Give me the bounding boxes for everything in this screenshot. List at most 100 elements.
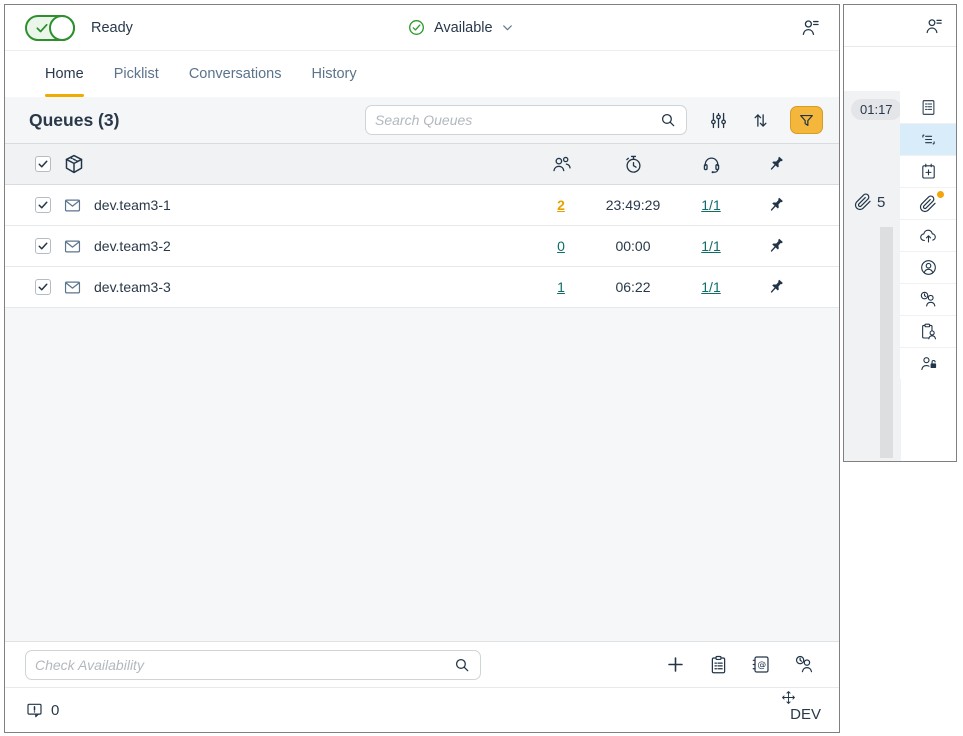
serving-agents-icon [679,154,743,175]
topbar: Ready Available [5,5,839,51]
tab-conversations[interactable]: Conversations [188,66,282,82]
handling-timer-badge: 01:17 [851,99,902,120]
side-panel-scrollbar[interactable] [880,227,893,458]
ready-label: Ready [91,19,133,36]
side-panel-toolstrip [900,91,956,379]
panel-tool-supervisor-access[interactable] [900,347,956,379]
panel-tool-details-form[interactable] [900,91,956,123]
customer-details-button[interactable] [924,16,944,36]
scratchpad-icon[interactable] [708,654,729,675]
queue-row[interactable]: dev.team3-2 0 00:00 1/1 [5,226,839,267]
presence-dropdown[interactable]: Available [407,5,514,50]
ready-toggle[interactable] [25,14,75,41]
max-wait-time: 00:00 [615,238,651,254]
email-channel-icon [63,237,82,256]
attachments-summary[interactable]: 5 [854,193,885,211]
select-all-checkbox[interactable] [35,156,51,172]
person-details-icon [924,16,944,36]
queue-list-empty-area [5,308,839,641]
sort-icon[interactable] [750,110,771,131]
queue-row[interactable]: dev.team3-3 1 06:22 1/1 [5,267,839,308]
agent-details-button[interactable] [800,17,821,38]
search-icon[interactable] [453,656,471,674]
check-availability-icon[interactable] [794,654,815,675]
panel-tool-scripts[interactable] [900,123,956,155]
contacts-waiting-icon [535,154,587,175]
funnel-icon [798,112,815,129]
status-bar: 0 DEV [5,687,839,732]
tab-strip: Home Picklist Conversations History [5,51,839,97]
scripts-icon [919,130,938,149]
queue-name: dev.team3-3 [94,279,171,295]
svg-text:@: @ [757,661,766,671]
max-wait-time-icon [587,154,679,175]
panel-tool-calendar-add[interactable] [900,155,956,187]
email-channel-icon [63,196,82,215]
email-channel-icon [63,278,82,297]
row-checkbox[interactable] [35,197,51,213]
agent-main-window: Ready Available Home Picklist Conversati… [4,4,840,733]
pin-toggle[interactable] [743,277,809,297]
panel-tool-availability[interactable] [900,283,956,315]
alerts-counter[interactable]: 0 [25,701,59,720]
waiting-count-link[interactable]: 1 [557,279,565,295]
waiting-count-link[interactable]: 2 [557,197,565,213]
conversation-side-panel: 01:17 5 [843,4,957,462]
pin-toggle[interactable] [743,236,809,256]
queue-table-header [5,143,839,185]
filter-funnel-button[interactable] [790,106,823,134]
presence-check-icon [407,18,426,37]
waiting-count-link[interactable]: 0 [557,238,565,254]
tab-picklist[interactable]: Picklist [113,66,159,82]
panel-tool-profile[interactable] [900,251,956,283]
pin-icon [743,154,809,174]
queue-row[interactable]: dev.team3-1 2 23:49:29 1/1 [5,185,839,226]
serving-agents-link[interactable]: 1/1 [701,197,721,213]
row-checkbox[interactable] [35,279,51,295]
footer-toolbar: @ [5,641,839,687]
chevron-down-icon [501,21,514,34]
person-circle-icon [919,258,938,277]
add-icon[interactable] [665,654,686,675]
queues-search [365,105,687,135]
queue-type-icon [63,153,85,175]
availability-search [25,649,481,680]
environment-label: DEV [782,690,821,723]
tab-history[interactable]: History [311,66,357,82]
queue-name: dev.team3-2 [94,238,171,254]
serving-agents-link[interactable]: 1/1 [701,279,721,295]
row-checkbox[interactable] [35,238,51,254]
directory-icon[interactable]: @ [751,654,772,675]
presence-label: Available [434,19,493,36]
alert-bubble-icon [25,701,44,720]
tab-home[interactable]: Home [45,51,84,97]
calendar-add-icon [919,162,938,181]
panel-tool-upload[interactable] [900,219,956,251]
queues-title: Queues (3) [29,109,120,130]
side-panel-header [844,5,956,47]
cloud-upload-icon [919,226,938,245]
pin-toggle[interactable] [743,195,809,215]
alerts-count: 0 [51,701,60,719]
toggle-knob[interactable] [49,14,75,41]
person-details-icon [800,17,821,38]
filter-settings-icon[interactable] [708,110,729,131]
attachments-count: 5 [877,193,886,211]
person-lock-icon [919,354,938,373]
panel-tool-attachments[interactable] [900,187,956,219]
move-handle-icon[interactable] [781,690,796,705]
environment-text: DEV [790,705,821,723]
side-panel-body: 01:17 5 [844,47,956,461]
check-availability-input[interactable] [35,656,453,673]
search-icon[interactable] [659,111,677,129]
queue-name: dev.team3-1 [94,197,171,213]
panel-tool-assignment[interactable] [900,315,956,347]
queues-search-input[interactable] [375,112,659,128]
max-wait-time: 23:49:29 [605,197,661,213]
clipboard-person-icon [919,322,938,341]
details-form-icon [919,98,938,117]
serving-agents-link[interactable]: 1/1 [701,238,721,254]
check-icon [35,21,49,35]
queues-header: Queues (3) [5,97,839,143]
paperclip-icon [919,194,937,213]
